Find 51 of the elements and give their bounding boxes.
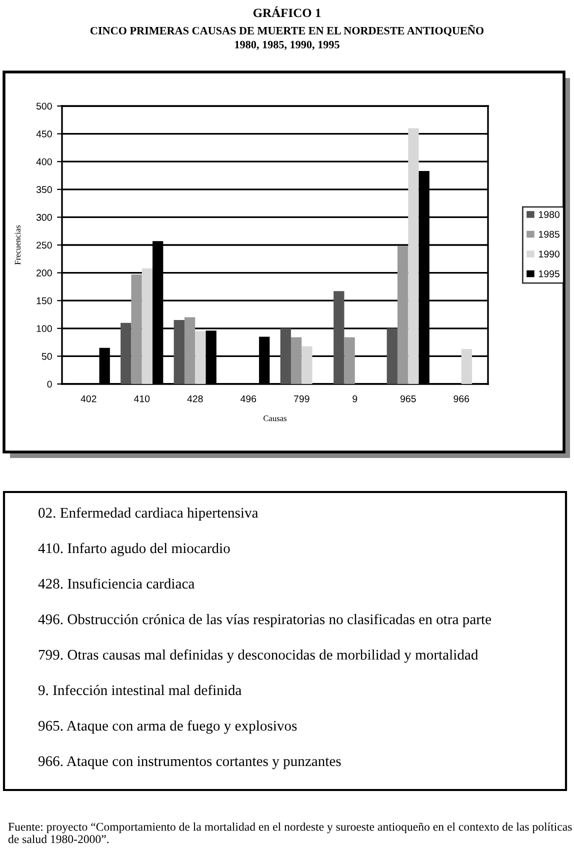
- source-note: Fuente: proyecto “Comportamiento de la mortalidad en el nordeste y suroeste antioqueño en el contexto de las políticas de salud 1980-2000”.: [8, 822, 572, 844]
- bar: [302, 346, 312, 384]
- bar: [461, 348, 472, 384]
- y-axis-title: Frecuencias: [14, 225, 20, 265]
- bar: [344, 337, 355, 384]
- y-tick-label: 0: [47, 380, 52, 388]
- bar: [120, 322, 132, 384]
- text: 9. Infección intestinal mal definida: [38, 684, 242, 696]
- bar: [195, 331, 206, 384]
- text: 799. Otras causas mal definidas y desconocidas de morbilidad y mortalidad: [38, 649, 478, 663]
- bar: [184, 317, 196, 384]
- x-tick-label: 410: [134, 395, 150, 402]
- text: 428. Insuficiencia cardiaca: [38, 578, 194, 589]
- y-tick-label: 200: [36, 270, 52, 276]
- y-tick-label: 50: [42, 352, 52, 360]
- chart-title: GRÁFICO 1: [253, 6, 321, 18]
- y-tick-label: 500: [36, 102, 52, 110]
- y-tick-label: 150: [36, 297, 52, 304]
- bar: [174, 320, 184, 384]
- x-tick-label: 428: [187, 395, 203, 402]
- legend-label: 1985: [538, 230, 560, 238]
- x-tick-label: 496: [240, 395, 256, 402]
- x-tick-label: 966: [454, 395, 470, 402]
- y-tick-label: 100: [36, 325, 52, 332]
- bar: [334, 291, 344, 384]
- y-tick-label: 300: [36, 214, 52, 221]
- bar: [131, 274, 142, 384]
- bar: [386, 328, 398, 384]
- y-tick-label: 400: [36, 158, 52, 166]
- bar: [280, 328, 291, 384]
- bar: [142, 268, 153, 384]
- y-tick-label: 250: [36, 242, 52, 249]
- x-tick-label: 965: [400, 395, 416, 402]
- bar: [290, 337, 302, 384]
- text: 966. Ataque con instrumentos cortantes y punzantes: [38, 756, 341, 770]
- bar: [408, 128, 419, 384]
- y-tick-label: 450: [36, 130, 52, 138]
- text: 410. Infarto agudo del miocardio: [38, 542, 230, 556]
- x-axis-title: Causas: [264, 416, 286, 422]
- legend-label: 1980: [538, 211, 560, 218]
- x-tick-label: 402: [80, 395, 96, 402]
- x-tick-label: 9: [352, 395, 358, 402]
- chart-subtitle: CINCO PRIMERAS CAUSAS DE MUERTE EN EL NORDESTE ANTIOQUEÑO 1980, 1985, 1990, 1995: [90, 24, 484, 50]
- text: 02. Enfermedad cardiaca hipertensiva: [38, 507, 258, 521]
- text: 496. Obstrucción crónica de las vías respiratorias no clasificadas en otra parte: [38, 614, 492, 628]
- text: 965. Ataque con arma de fuego y explosivos: [38, 720, 297, 734]
- legend-label: 1995: [538, 270, 560, 278]
- x-tick-label: 799: [294, 395, 310, 402]
- y-tick-label: 350: [36, 186, 52, 194]
- legend-label: 1990: [538, 250, 560, 258]
- bar: [397, 246, 408, 384]
